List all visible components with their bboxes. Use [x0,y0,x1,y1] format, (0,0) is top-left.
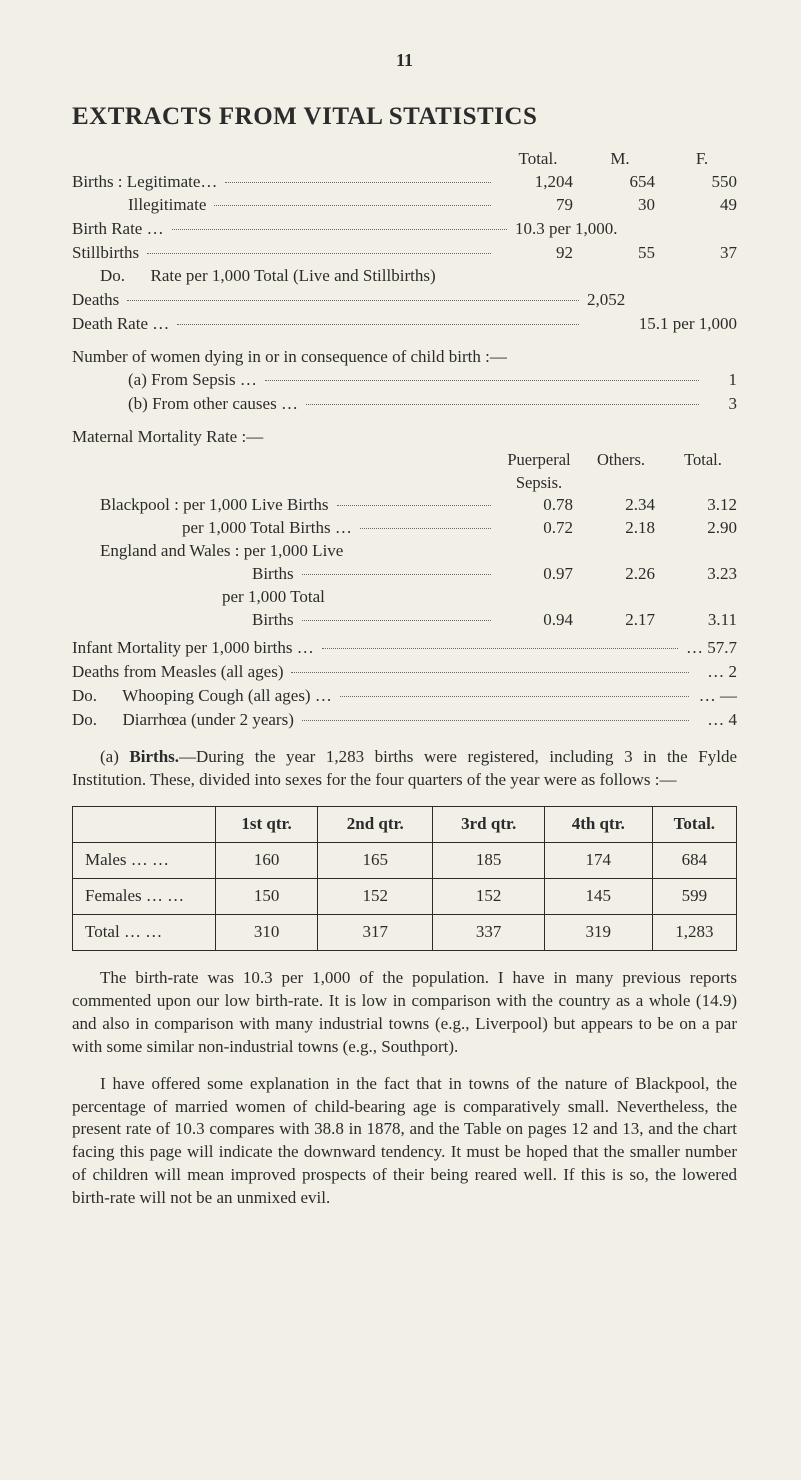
mat-r0-c1: 0.78 [505,494,573,517]
maternal-heading: Maternal Mortality Rate :— [72,426,737,449]
births-legit-label: Births : Legitimate… [72,171,217,194]
col-f: F. [667,148,737,171]
birth-rate-label: Birth Rate … [72,218,164,241]
mat-eng-label: England and Wales : per 1,000 Live [72,540,737,563]
women-b-value: 3 [707,393,737,416]
qtr-h1: 1st qtr. [216,807,318,843]
quarters-table: 1st qtr. 2nd qtr. 3rd qtr. 4th qtr. Tota… [72,806,737,951]
death-rate-label: Death Rate … [72,313,169,336]
birth-rate-value: 10.3 per 1,000. [515,218,737,241]
qtr-r1c2: 152 [318,878,433,914]
mat-col1: Puerperal Sepsis. [505,449,573,494]
women-block: Number of women dying in or in consequen… [72,346,737,417]
women-a-value: 1 [707,369,737,392]
inf-r0-val: … 57.7 [686,637,737,660]
stillbirths-f: 37 [667,242,737,265]
stillbirths-label: Stillbirths [72,242,139,265]
mat-er0-label: Births [252,563,294,586]
qtr-r0c1: 160 [216,843,318,879]
infant-block: Infant Mortality per 1,000 births … … 57.… [72,637,737,732]
qtr-r0c0: Males … … [73,843,216,879]
stillbirths-total: 92 [503,242,573,265]
mat-er1-label: per 1,000 Total [72,586,737,609]
deaths-value: 2,052 [587,289,737,312]
qtr-r0c3: 185 [433,843,545,879]
page-number: 11 [72,48,737,72]
inf-r2-val: … — [697,685,737,708]
mat-r1-c3: 2.90 [669,517,737,540]
qtr-r2c4: 319 [544,914,652,950]
mat-r1-c1: 0.72 [505,517,573,540]
inf-r3-val: … 4 [697,709,737,732]
births-legit-total: 1,204 [503,171,573,194]
mat-er0-c3: 3.23 [669,563,737,586]
births-illegit-m: 30 [585,194,655,217]
qtr-r1c3: 152 [433,878,545,914]
mat-r0-c2: 2.34 [587,494,655,517]
stillbirths-m: 55 [585,242,655,265]
women-intro: Number of women dying in or in consequen… [72,346,737,369]
table-header-row: 1st qtr. 2nd qtr. 3rd qtr. 4th qtr. Tota… [73,807,737,843]
qtr-r0c2: 165 [318,843,433,879]
inf-r1-val: … 2 [697,661,737,684]
paragraph-3: I have offered some explanation in the f… [72,1073,737,1211]
mat-r0-label: Blackpool : per 1,000 Live Births [100,494,329,517]
qtr-h0 [73,807,216,843]
qtr-h4: 4th qtr. [544,807,652,843]
top-stats-block: Total. M. F. Births : Legitimate… 1,204 … [72,148,737,336]
births-legit-f: 550 [667,171,737,194]
deaths-label: Deaths [72,289,119,312]
qtr-r1c5: 599 [652,878,736,914]
qtr-r1c0: Females … … [73,878,216,914]
women-b-label: (b) From other causes … [128,393,298,416]
qtr-r1c4: 145 [544,878,652,914]
births-illegit-f: 49 [667,194,737,217]
births-illegit-total: 79 [503,194,573,217]
do-rate-line: Do. Rate per 1,000 Total (Live and Still… [72,265,737,288]
qtr-r2c3: 337 [433,914,545,950]
mat-er2-c2: 2.17 [587,609,655,632]
table-row: Females … … 150 152 152 145 599 [73,878,737,914]
page-title: EXTRACTS FROM VITAL STATISTICS [72,100,737,134]
qtr-r2c1: 310 [216,914,318,950]
table-row: Total … … 310 317 337 319 1,283 [73,914,737,950]
qtr-r1c1: 150 [216,878,318,914]
qtr-h5: Total. [652,807,736,843]
table-row: Males … … 160 165 185 174 684 [73,843,737,879]
paragraph-2: The birth-rate was 10.3 per 1,000 of the… [72,967,737,1059]
mat-r1-c2: 2.18 [587,517,655,540]
mat-er0-c1: 0.97 [505,563,573,586]
births-legit-m: 654 [585,171,655,194]
death-rate-value: 15.1 per 1,000 [587,313,737,336]
mat-er0-c2: 2.26 [587,563,655,586]
births-paragraph: (a) Births.—During the year 1,283 births… [72,746,737,792]
qtr-r2c0: Total … … [73,914,216,950]
mat-er2-c3: 3.11 [669,609,737,632]
mat-r0-c3: 3.12 [669,494,737,517]
inf-r3-label: Do. Diarrhœa (under 2 years) [72,709,294,732]
inf-r2-label: Do. Whooping Cough (all ages) … [72,685,332,708]
mat-r1-label: per 1,000 Total Births … [182,517,352,540]
mat-er2-label: Births [252,609,294,632]
inf-r0-label: Infant Mortality per 1,000 births … [72,637,314,660]
qtr-h3: 3rd qtr. [433,807,545,843]
inf-r1-label: Deaths from Measles (all ages) [72,661,283,684]
qtr-r0c5: 684 [652,843,736,879]
mat-col3: Total. [669,449,737,471]
women-a-label: (a) From Sepsis … [128,369,257,392]
qtr-r2c2: 317 [318,914,433,950]
mat-er2-c1: 0.94 [505,609,573,632]
mat-col2: Others. [587,449,655,471]
qtr-r2c5: 1,283 [652,914,736,950]
col-m: M. [585,148,655,171]
col-total: Total. [503,148,573,171]
qtr-r0c4: 174 [544,843,652,879]
maternal-block: Maternal Mortality Rate :— Puerperal Sep… [72,426,737,631]
births-illegit-label: Illegitimate [128,194,206,217]
qtr-h2: 2nd qtr. [318,807,433,843]
